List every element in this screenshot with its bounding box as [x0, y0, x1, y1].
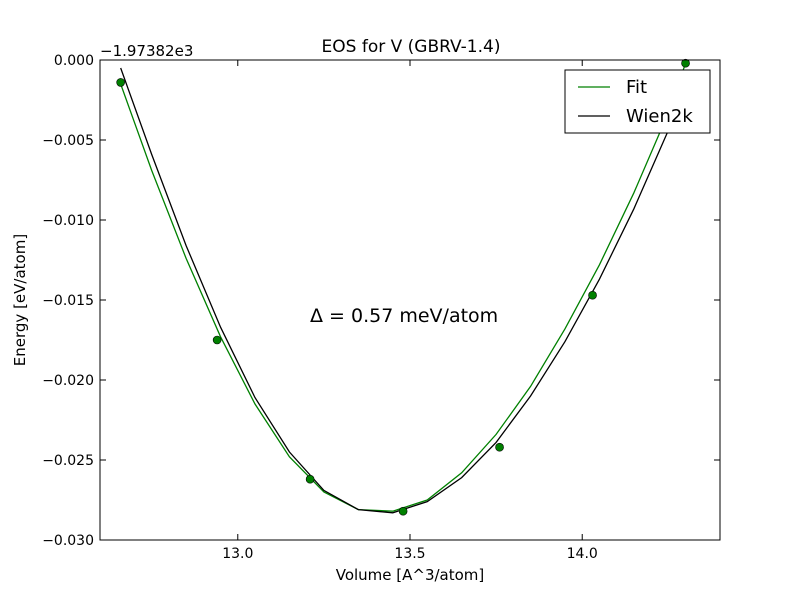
axis-ticks: 13.0 13.5 14.0 0.000 −0.005 −0.010 −0.015 −0.02…	[42, 53, 720, 562]
y-tick-label: −0.030	[42, 533, 94, 549]
y-tick-label: 0.000	[54, 53, 94, 69]
data-point	[398, 506, 408, 516]
data-point	[588, 290, 597, 300]
y-tick-label: −0.015	[42, 293, 94, 309]
y-axis-label: Energy [eV/atom]	[11, 234, 29, 366]
data-point	[495, 442, 504, 452]
chart-title: EOS for V (GBRV-1.4)	[322, 37, 501, 57]
y-tick-label: −0.025	[42, 453, 94, 469]
plot-frame	[99, 59, 721, 541]
legend-fit-label: Fit	[626, 77, 647, 98]
x-tick-label: 13.0	[222, 546, 253, 562]
series-line-wien2k	[120, 67, 687, 514]
delta-annotation: Δ = 0.57 meV/atom	[310, 305, 498, 327]
data-point	[305, 474, 315, 484]
x-tick-label: 13.5	[394, 546, 425, 562]
series-line-fit	[120, 62, 687, 512]
x-axis-label: Volume [A^3/atom]	[336, 566, 485, 584]
x-tick-label: 14.0	[567, 546, 598, 562]
y-tick-label: −0.010	[42, 213, 94, 229]
y-tick-label: −0.005	[42, 133, 94, 149]
legend: Fit Wien2k	[564, 69, 711, 134]
data-point	[212, 335, 222, 345]
data-point	[681, 58, 690, 68]
y-tick-label: −0.020	[42, 373, 94, 389]
data-point	[116, 78, 125, 87]
legend-box	[564, 69, 711, 134]
y-offset-label: −1.97382e3	[100, 42, 193, 60]
legend-wien2k-label: Wien2k	[626, 106, 693, 127]
